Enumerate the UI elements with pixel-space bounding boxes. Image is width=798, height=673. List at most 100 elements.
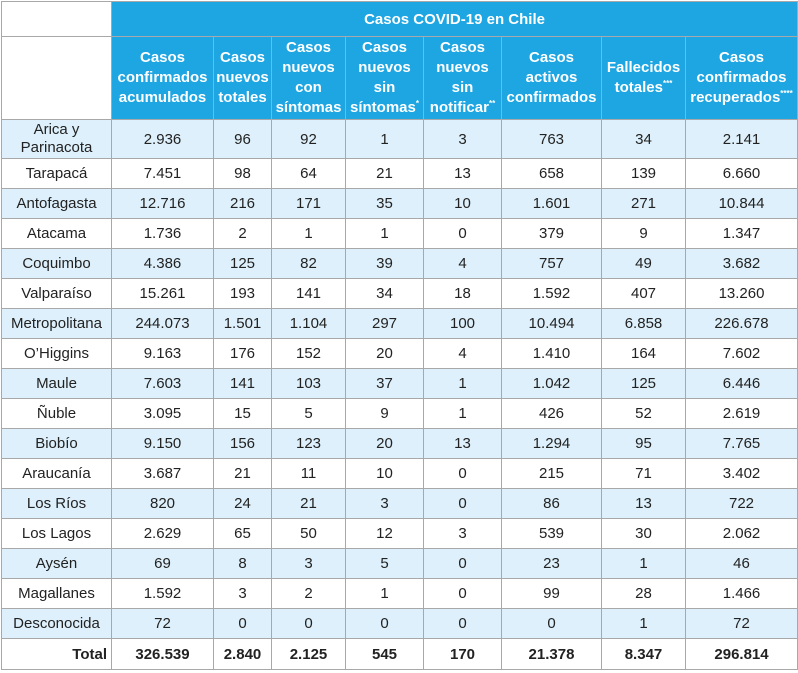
table-cell: 71 (601, 458, 686, 489)
region-name: Biobío (1, 428, 112, 459)
region-name: Arica y Parinacota (1, 119, 112, 159)
column-header-footnote-marker: **** (780, 89, 793, 98)
table-row: Antofagasta 12.716 216 171 35 10 1.601 271 10.84… (1, 188, 798, 219)
table-cell: 10.494 (501, 308, 602, 339)
column-header: Casos nuevos con síntomas (271, 36, 346, 120)
total-cell: 21.378 (501, 638, 602, 670)
column-header-label: Fallecidos totales (606, 59, 681, 96)
table-cell: 98 (213, 158, 272, 189)
column-header-label: Casos nuevos con síntomas (275, 39, 342, 116)
table-cell: 3 (423, 518, 502, 549)
table-cell: 426 (501, 398, 602, 429)
table-cell: 0 (423, 608, 502, 639)
table-title: Casos COVID-19 en Chile (110, 1, 798, 37)
table-cell: 152 (271, 338, 346, 369)
table-row: Biobío 9.150 156 123 20 13 1.294 95 7.765 (1, 428, 798, 459)
table-cell: 6.446 (684, 368, 798, 399)
table-cell: 407 (601, 278, 686, 309)
table-cell: 30 (601, 518, 686, 549)
table-cell: 2.629 (111, 518, 214, 549)
total-cell: 326.539 (111, 638, 214, 670)
column-header-label: Casos confirmados acumulados (117, 49, 208, 106)
region-name: O’Higgins (1, 338, 112, 369)
table-cell: 65 (213, 518, 272, 549)
table-cell: 24 (213, 488, 272, 519)
column-header-footnote-marker: *** (663, 79, 673, 88)
table-cell: 69 (111, 548, 214, 579)
region-name: Metropolitana (1, 308, 112, 339)
table-row: Los Ríos 820 24 21 3 0 86 13 722 (1, 488, 798, 519)
table-cell: 9.150 (111, 428, 214, 459)
total-row: Total 326.539 2.840 2.125 545 170 21.378 8.347… (1, 638, 798, 670)
table-cell: 9.163 (111, 338, 214, 369)
table-cell: 297 (345, 308, 424, 339)
table-cell: 3.095 (111, 398, 214, 429)
total-cell: 2.125 (271, 638, 346, 670)
table-cell: 539 (501, 518, 602, 549)
table-cell: 125 (601, 368, 686, 399)
table-cell: 1.466 (684, 578, 798, 609)
table-cell: 7.603 (111, 368, 214, 399)
table-cell: 3.402 (684, 458, 798, 489)
table-cell: 216 (213, 188, 272, 219)
region-name: Maule (1, 368, 112, 399)
table-row: Atacama 1.736 2 1 1 0 379 9 1.347 (1, 218, 798, 249)
table-cell: 12 (345, 518, 424, 549)
table-cell: 12.716 (111, 188, 214, 219)
table-cell: 6.660 (684, 158, 798, 189)
region-name: Tarapacá (1, 158, 112, 189)
table-cell: 34 (345, 278, 424, 309)
column-header: Casos activos confirmados (501, 36, 602, 120)
region-name: Aysén (1, 548, 112, 579)
table-cell: 23 (501, 548, 602, 579)
table-cell: 1 (345, 578, 424, 609)
region-name: Atacama (1, 218, 112, 249)
region-name: Ñuble (1, 398, 112, 429)
table-cell: 39 (345, 248, 424, 279)
column-header-label: Casos confirmados recuperados (690, 49, 787, 106)
table-cell: 13 (423, 428, 502, 459)
column-header: Casos confirmados recuperados**** (684, 36, 798, 120)
table-cell: 1.592 (501, 278, 602, 309)
column-header-label: Casos activos confirmados (506, 49, 597, 106)
table-cell: 5 (271, 398, 346, 429)
table-cell: 72 (684, 608, 798, 639)
table-cell: 20 (345, 338, 424, 369)
table-cell: 1.736 (111, 218, 214, 249)
table-cell: 3 (345, 488, 424, 519)
table-cell: 11 (271, 458, 346, 489)
table-cell: 64 (271, 158, 346, 189)
table-cell: 13.260 (684, 278, 798, 309)
table-row: Arica y Parinacota 2.936 96 92 1 3 763 34 2.141 (1, 119, 798, 159)
table-cell: 2.619 (684, 398, 798, 429)
table-cell: 141 (271, 278, 346, 309)
table-cell: 95 (601, 428, 686, 459)
table-row: O’Higgins 9.163 176 152 20 4 1.410 164 7.602 (1, 338, 798, 369)
table-cell: 100 (423, 308, 502, 339)
table-cell: 2.936 (111, 119, 214, 159)
table-cell: 1.410 (501, 338, 602, 369)
table-cell: 3 (271, 548, 346, 579)
table-cell: 1.501 (213, 308, 272, 339)
table-cell: 0 (423, 218, 502, 249)
table-cell: 3.682 (684, 248, 798, 279)
table-cell: 1.347 (684, 218, 798, 249)
table-cell: 5 (345, 548, 424, 579)
table-cell: 18 (423, 278, 502, 309)
table-cell: 0 (423, 458, 502, 489)
table-cell: 820 (111, 488, 214, 519)
column-header: Fallecidos totales*** (601, 36, 686, 120)
table-cell: 763 (501, 119, 602, 159)
table-cell: 139 (601, 158, 686, 189)
table-cell: 176 (213, 338, 272, 369)
table-cell: 2.141 (684, 119, 798, 159)
table-cell: 226.678 (684, 308, 798, 339)
table-cell: 92 (271, 119, 346, 159)
table-cell: 1 (423, 368, 502, 399)
table-cell: 15.261 (111, 278, 214, 309)
table-row: Los Lagos 2.629 65 50 12 3 539 30 2.062 (1, 518, 798, 549)
region-name: Los Ríos (1, 488, 112, 519)
total-label: Total (1, 638, 112, 670)
table-cell: 141 (213, 368, 272, 399)
